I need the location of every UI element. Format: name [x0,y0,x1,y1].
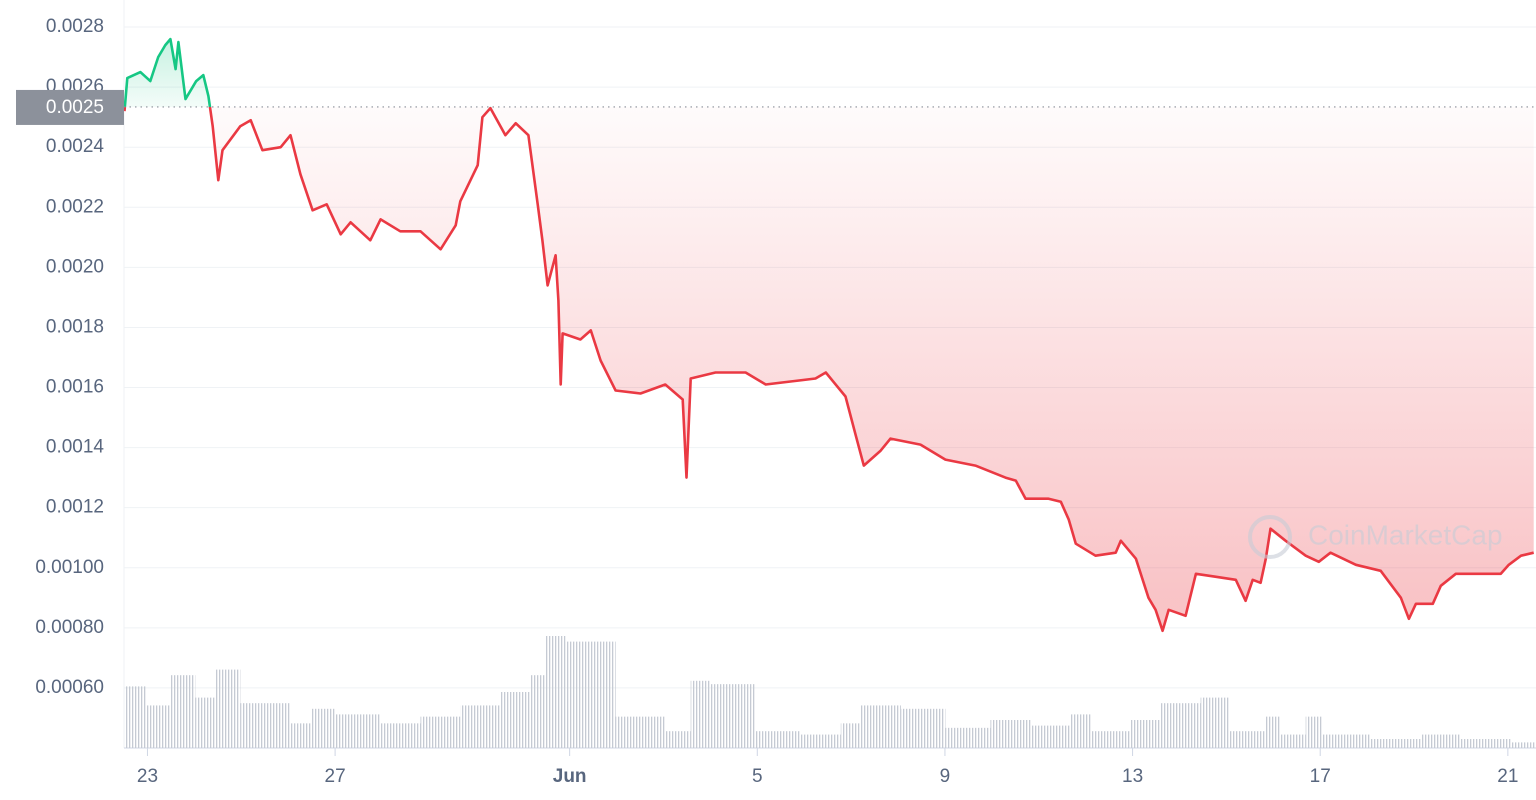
y-tick-label: 0.0016 [46,377,104,398]
volume-bar [170,675,196,748]
volume-bar [1305,716,1323,748]
volume-bar [530,675,546,748]
volume-bar [1160,703,1201,748]
volume-bar [1228,731,1266,748]
volume-bar [990,720,1031,748]
y-tick-label: 0.0012 [46,497,104,518]
volume-bar [1280,734,1306,748]
volume-bar [1200,697,1229,748]
y-tick-label: 0.0022 [46,196,104,217]
volume-bar [665,731,691,748]
y-tick-label: 0.0028 [46,16,104,37]
volume-bar [945,727,991,748]
y-tick-label: 0.00060 [35,677,104,698]
volume-bar [124,686,146,748]
volume-bar [1460,739,1512,748]
x-tick-label: 27 [325,766,346,787]
volume-bar [240,703,291,748]
volume-bar [1130,720,1161,748]
watermark-logo [1248,515,1292,559]
volume-bar [545,636,566,748]
x-tick-label: 17 [1310,766,1331,787]
volume-bar [900,708,946,748]
reference-label: 0.0025 [46,97,104,118]
x-tick-label: 23 [137,766,158,787]
area-fill [124,39,1534,631]
reference-label-box [16,89,124,125]
x-tick-label: 13 [1122,766,1143,787]
volume-bar [840,723,861,748]
watermark: CoinMarketCap [1308,519,1503,550]
volume-bar [145,705,171,748]
x-tick-label: Jun [553,766,587,787]
volume-bar [615,716,666,748]
volume-bar [1030,725,1071,748]
x-tick-label: 5 [752,766,763,787]
volume-bar [1420,734,1461,748]
x-tick-label: 9 [940,766,951,787]
volume-bar [290,723,311,748]
price-line [123,37,1534,633]
volume-bar [1265,716,1281,748]
volume-bar [1070,714,1091,748]
x-tick-label: 21 [1497,766,1518,787]
volume-bar [500,692,531,748]
volume-bar [1370,739,1421,748]
volume-bar [215,669,241,748]
y-tick-label: 0.0024 [46,136,105,157]
volume-bar [690,680,711,748]
volume-bar [195,697,216,748]
y-tick-label: 0.00080 [35,617,104,638]
volume-bar [335,714,381,748]
y-tick-label: 0.0020 [46,256,104,277]
volume-bar [420,716,461,748]
volume-bar [1322,734,1371,748]
y-tick-label: 0.0018 [46,316,104,337]
volume-bar [1090,731,1131,748]
volume-bar [310,708,336,748]
volume-bar [860,705,901,748]
volume-bar [800,734,841,748]
volume-bar [755,731,801,748]
volume-bar [710,684,756,748]
volume-bar [565,641,616,748]
volume-bar [380,723,421,748]
volume-bar [1511,742,1536,748]
y-tick-label: 0.0014 [46,437,105,458]
y-tick-label: 0.00100 [35,557,104,578]
volume-bar [460,705,501,748]
